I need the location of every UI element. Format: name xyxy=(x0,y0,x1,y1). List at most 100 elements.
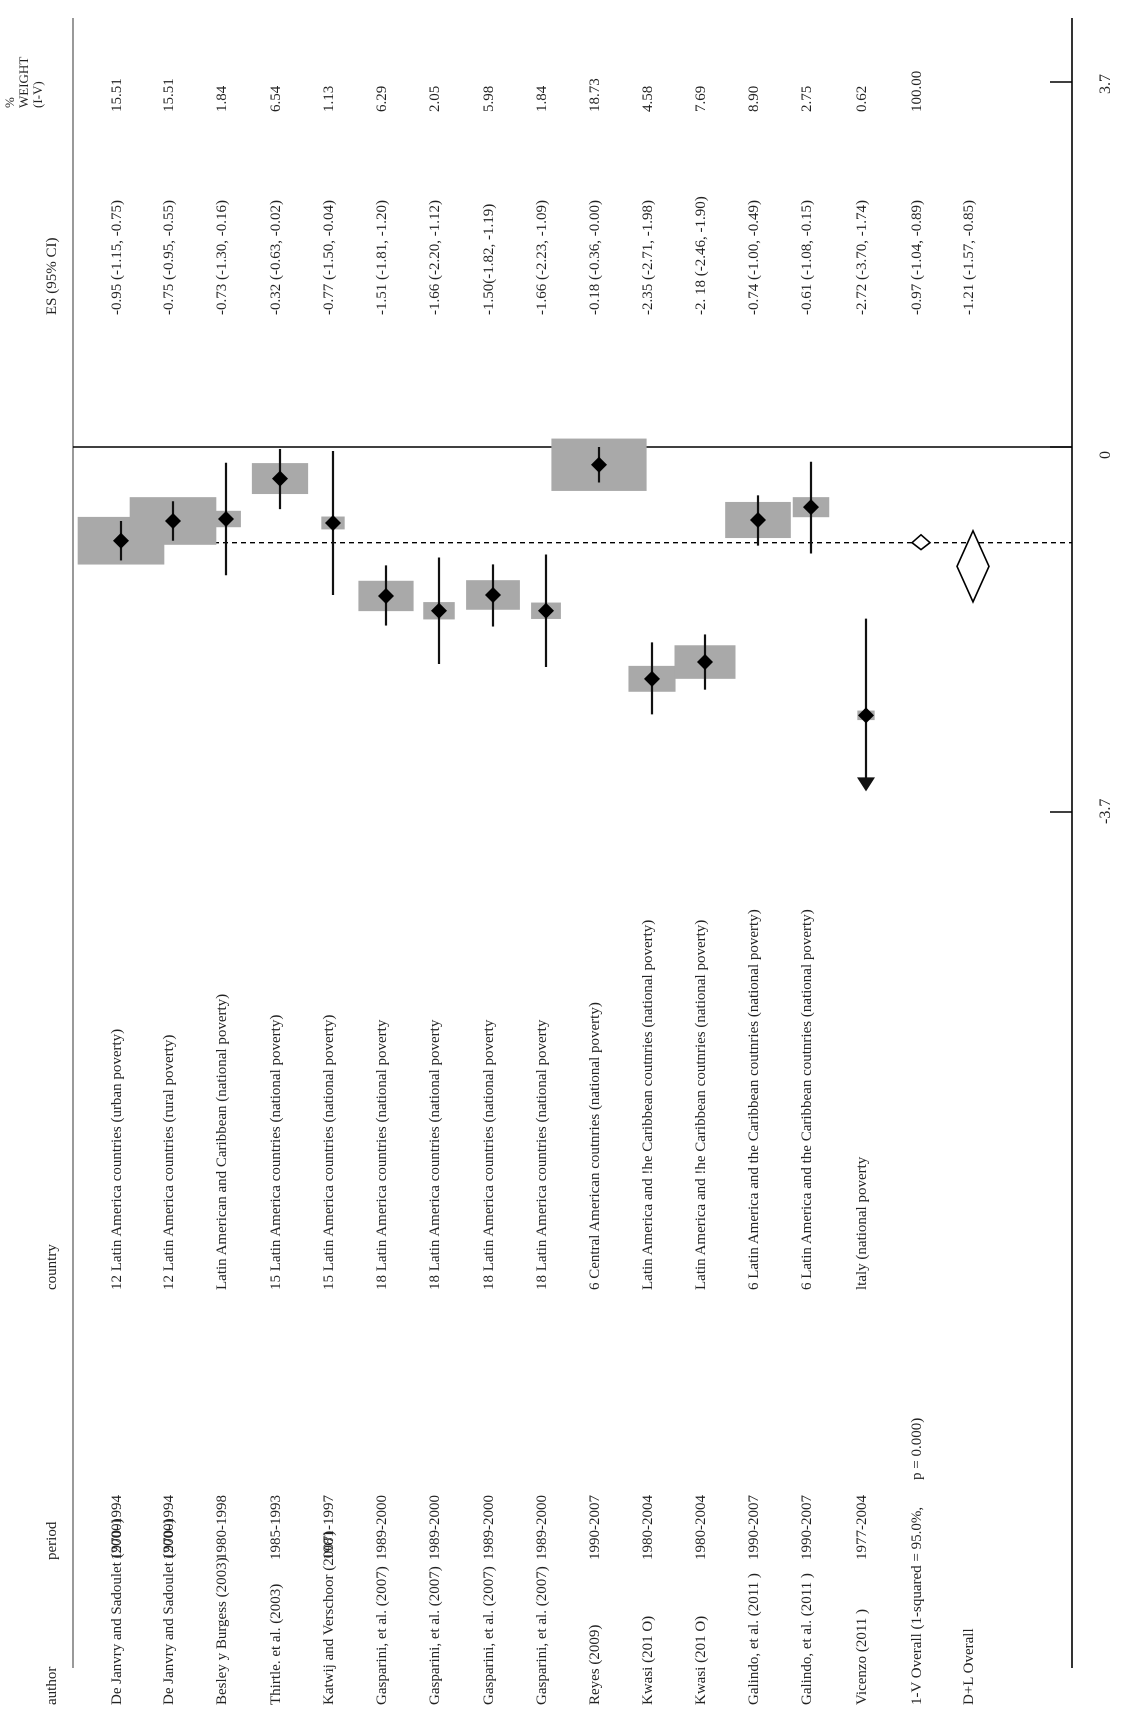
row-author: Thirtle. et al. (2003) xyxy=(268,1584,284,1705)
row-es-ci: -0.77 (-1.50, -0.04) xyxy=(321,200,337,315)
overall-es-ci: -0.97 (-1.04, -0.89) xyxy=(909,200,925,315)
point-estimate xyxy=(165,512,181,529)
header-weight-line: (I-V) xyxy=(30,81,45,108)
row-country: 12 Latin America countries (rural povert… xyxy=(161,1035,177,1290)
row-period: 1990-2007 xyxy=(587,1495,603,1560)
row-weight: 1.84 xyxy=(214,85,230,112)
row-country: 15 Latin America countries (national pov… xyxy=(268,1015,284,1290)
row-period: 1989-2000 xyxy=(374,1495,390,1560)
row-author: Galindo, et al. (2011 ) xyxy=(799,1573,815,1705)
row-es-ci: -2.72 (-3.70, -1.74) xyxy=(854,200,870,315)
row-period: 1977-2004 xyxy=(854,1495,870,1560)
row-author: Reyes (2009) xyxy=(587,1625,603,1705)
point-estimate xyxy=(591,456,607,473)
row-period: 1989-2000 xyxy=(481,1495,497,1560)
row-weight: 5.98 xyxy=(481,86,497,112)
header-author: author xyxy=(44,1667,60,1705)
row-period: 1980-1998 xyxy=(214,1495,230,1560)
row-country: Latin American and Caribbean (national p… xyxy=(214,994,230,1290)
point-estimate xyxy=(378,587,394,604)
row-author: Kwasi (201 O) xyxy=(640,1616,656,1705)
point-estimate xyxy=(431,602,447,619)
row-author: Vicenzo (2011 ) xyxy=(854,1609,870,1705)
row-country: 18 Latin America countries (national pov… xyxy=(534,1019,550,1290)
row-es-ci: -0.18 (-0.36, -0.00) xyxy=(587,200,603,315)
row-country: 15 Latin America countries (national pov… xyxy=(321,1015,337,1290)
row-period: 1970-1994 xyxy=(109,1495,125,1560)
row-weight: 4.58 xyxy=(640,86,656,112)
point-estimate xyxy=(803,499,819,516)
row-weight: 18.73 xyxy=(587,78,603,112)
row-weight: 1.13 xyxy=(321,86,337,112)
row-author: Gasparini, et al. (2007) xyxy=(534,1566,550,1705)
overall-weight: 100.00 xyxy=(909,71,925,112)
row-weight: 15.51 xyxy=(161,78,177,112)
header-country: country xyxy=(44,1244,60,1290)
point-estimate xyxy=(113,532,129,549)
row-period: 1981-1997 xyxy=(321,1495,337,1560)
point-estimate xyxy=(697,654,713,671)
row-es-ci: -0.75 (-0.95, -0.55) xyxy=(161,200,177,315)
row-country: Latin America and !he Caribbean coutnrie… xyxy=(693,920,709,1290)
row-country: 6 Latin America and the Caribbean coutnr… xyxy=(746,909,762,1290)
row-country: ltaly (national poverty xyxy=(854,1156,870,1290)
row-country: 6 Latin America and the Caribbean coutnr… xyxy=(799,909,815,1290)
row-period: 1989-2000 xyxy=(427,1495,443,1560)
row-es-ci: -0.32 (-0.63, -0.02) xyxy=(268,200,284,315)
row-author: Gasparini, et al. (2007) xyxy=(374,1566,390,1705)
header-weight-line: % xyxy=(2,97,17,108)
point-estimate xyxy=(272,470,288,487)
row-es-ci: -1.66 (-2.23, -1.09) xyxy=(534,200,550,315)
row-author: De Janvry and Sadoulet (2000) xyxy=(161,1518,177,1705)
row-period: 1989-2000 xyxy=(534,1495,550,1560)
row-es-ci: -0.61 (-1.08, -0.15) xyxy=(799,200,815,315)
row-author: Kwasi (201 O) xyxy=(693,1616,709,1705)
row-author: De Janvry and Sadoulet (2000) xyxy=(109,1518,125,1705)
axis-tick-label: 0 xyxy=(1097,451,1114,459)
row-period: 1980-2004 xyxy=(640,1495,656,1560)
header-es: ES (95% CI) xyxy=(44,238,60,316)
row-weight: 7.69 xyxy=(693,86,709,112)
row-weight: 15.51 xyxy=(109,78,125,112)
overall-label-p: p = 0.000) xyxy=(909,1418,925,1480)
header-period: period xyxy=(44,1521,60,1560)
row-author: Gasparini, et al. (2007) xyxy=(427,1566,443,1705)
overall-label: D+L Overall xyxy=(961,1628,977,1705)
row-es-ci: -1.51 (-1.81, -1.20) xyxy=(374,200,390,315)
row-country: Latin America and !he Caribbean coutnrie… xyxy=(640,920,656,1290)
row-author: Galindo, et al. (2011 ) xyxy=(746,1573,762,1705)
row-country: 6 Central American coutnries (national p… xyxy=(587,1002,603,1290)
axis-tick-label: 3.7 xyxy=(1097,74,1114,94)
row-weight: 6.54 xyxy=(268,85,284,112)
row-es-ci: -2.35 (-2.71, -1.98) xyxy=(640,200,656,315)
overall-diamond xyxy=(910,533,932,551)
row-es-ci: -0.73 (-1.30, -0.16) xyxy=(214,200,230,315)
overall-es-ci: -1.21 (-1.57, -0.85) xyxy=(961,200,977,315)
axis-tick-label: -3.7 xyxy=(1097,799,1114,824)
row-weight: 6.29 xyxy=(374,86,390,112)
point-estimate xyxy=(485,586,501,603)
row-country: 18 Latin America countries (national pov… xyxy=(427,1019,443,1290)
row-country: 18 Latin America countries (national pov… xyxy=(374,1019,390,1290)
row-country: 18 Latin America countries (national pov… xyxy=(481,1019,497,1290)
row-es-ci: -0.95 (-1.15, -0.75) xyxy=(109,200,125,315)
row-author: Gasparini, et al. (2007) xyxy=(481,1566,497,1705)
row-weight: 0.62 xyxy=(854,86,870,112)
row-es-ci: -2. 18 (-2.46, -1.90) xyxy=(693,196,709,315)
row-period: 1990-2007 xyxy=(799,1495,815,1560)
overall-diamond xyxy=(956,528,990,604)
row-weight: 2.75 xyxy=(799,86,815,112)
point-estimate xyxy=(218,511,234,528)
row-country: 12 Latin America countries (urban povert… xyxy=(109,1029,125,1290)
point-estimate xyxy=(325,514,341,531)
point-estimate xyxy=(858,707,874,724)
row-es-ci: -1.50(-1.82, -1.19) xyxy=(481,204,497,315)
row-period: 1970-1994 xyxy=(161,1495,177,1560)
row-weight: 1.84 xyxy=(534,85,550,112)
ci-arrow xyxy=(857,777,875,792)
row-period: 1985-1993 xyxy=(268,1495,284,1560)
header-weight-line: WEIGHT xyxy=(16,57,31,108)
row-author: Besley y Burgess (2003) xyxy=(214,1557,230,1705)
row-period: 1990-2007 xyxy=(746,1495,762,1560)
